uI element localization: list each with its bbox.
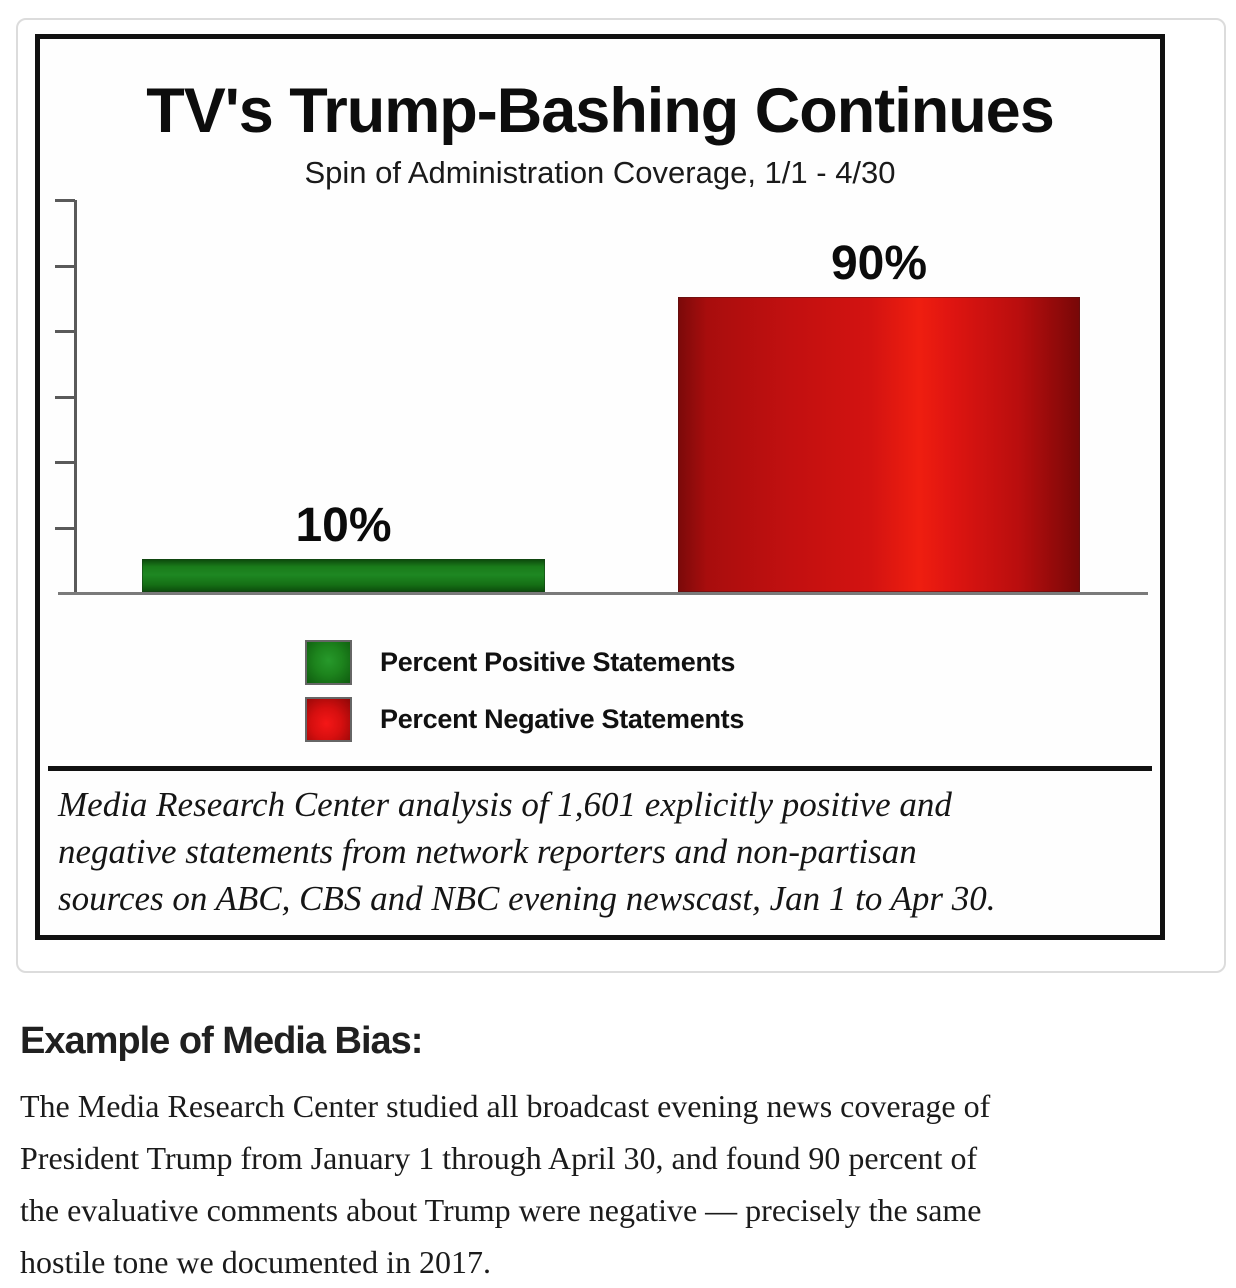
- y-axis-tick: [55, 395, 75, 399]
- x-axis-baseline: [58, 592, 1148, 595]
- legend-label-positive: Percent Positive Statements: [380, 647, 736, 677]
- y-axis-tick: [55, 461, 75, 464]
- y-axis-tick: [55, 199, 75, 202]
- bar-label-negative: 90%: [830, 237, 928, 291]
- y-axis: [74, 200, 77, 593]
- caption-line: negative statements from network reporte…: [58, 832, 917, 871]
- article-paragraph: The Media Research Center studied all br…: [20, 1080, 1230, 1288]
- legend-swatch-negative-icon: [305, 697, 352, 742]
- paragraph-line: The Media Research Center studied all br…: [20, 1088, 991, 1124]
- caption-line: sources on ABC, CBS and NBC evening news…: [58, 879, 996, 918]
- y-axis-tick: [55, 264, 75, 268]
- chart-title: TV's Trump-Bashing Continues: [146, 76, 1055, 146]
- bar-negative: [678, 297, 1080, 592]
- legend-swatch-positive-icon: [305, 640, 352, 685]
- chart-frame: TV's Trump-Bashing Continues Spin of Adm…: [35, 34, 1165, 940]
- bar-positive: [142, 559, 545, 592]
- chart-subtitle: Spin of Administration Coverage, 1/1 - 4…: [304, 155, 896, 190]
- caption-line: Media Research Center analysis of 1,601 …: [58, 785, 952, 824]
- chart-source-caption: Media Research Center analysis of 1,601 …: [58, 781, 1160, 922]
- paragraph-line: the evaluative comments about Trump were…: [20, 1192, 982, 1228]
- bar-label-positive: 10%: [295, 499, 392, 553]
- y-axis-tick: [55, 526, 75, 530]
- paragraph-line: hostile tone we documented in 2017.: [20, 1244, 492, 1280]
- legend-label-negative: Percent Negative Statements: [380, 704, 745, 734]
- source-divider: [48, 766, 1152, 771]
- y-axis-tick: [55, 330, 75, 333]
- article-heading: Example of Media Bias:: [20, 1020, 423, 1062]
- paragraph-line: President Trump from January 1 through A…: [20, 1140, 978, 1176]
- chart-card: TV's Trump-Bashing Continues Spin of Adm…: [16, 18, 1226, 973]
